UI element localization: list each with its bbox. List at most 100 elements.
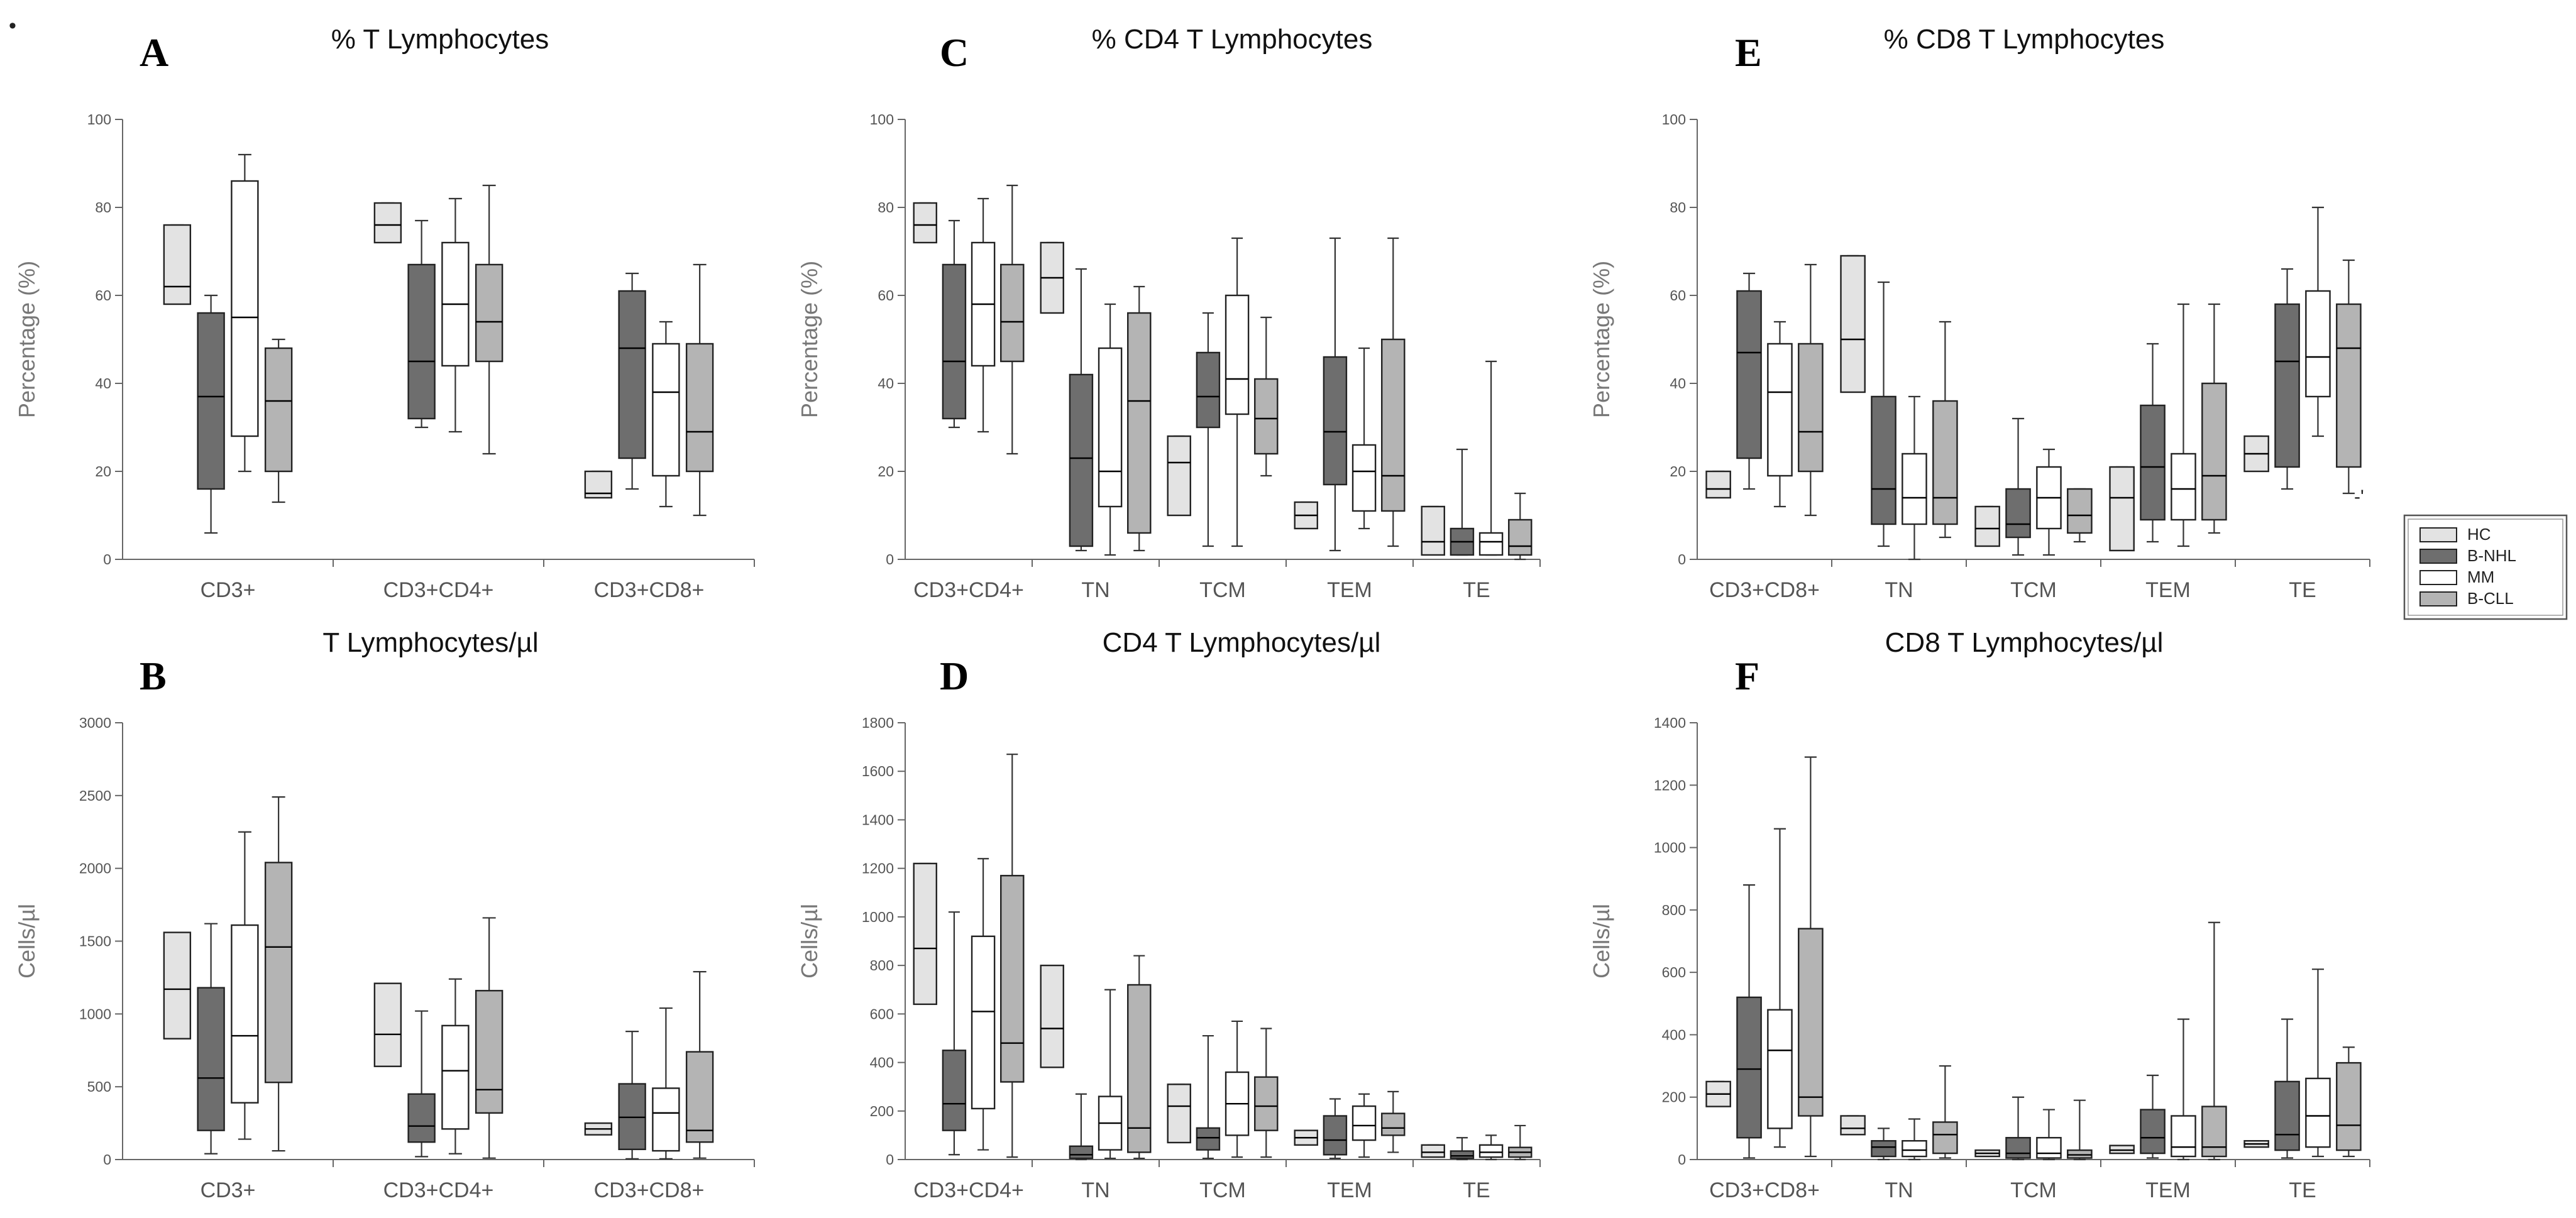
panel-d-box-b-nhl-cd3-cd4-iqr (942, 1050, 967, 1131)
panel-d-y-tick-label: 1000 (862, 909, 894, 925)
panel-c-box-b-cll-tn-iqr (1127, 312, 1152, 534)
panel-d-y-tick-label: 1200 (862, 860, 894, 877)
panel-b-box-mm-cd3-iqr (231, 924, 259, 1104)
panel-b-box-mm-cd3-cd8 (652, 1007, 680, 1160)
panel-b-y-tick-label: 1000 (79, 1006, 111, 1022)
panel-f-box-hc-cd3-cd8 (1705, 1080, 1731, 1107)
panel-e-box-hc-cd3-cd8 (1705, 470, 1731, 499)
panel-b-category-label: CD3+CD8+ (594, 1178, 705, 1202)
panel-a-box-b-cll-cd3-cd4-iqr (475, 263, 504, 363)
panel-d-box-b-cll-cd3-cd4-iqr (1000, 875, 1025, 1083)
panel-a-y-tick-label: 100 (87, 111, 111, 128)
panel-f-box-hc-tn (1840, 1115, 1866, 1136)
panel-a-box-hc-cd3-cd8 (584, 470, 613, 499)
panel-d-y-tick-label: 1400 (862, 811, 894, 828)
panel-d-box-b-nhl-cd3-cd4 (942, 911, 967, 1156)
panel-e-box-b-nhl-te (2274, 268, 2300, 490)
panel-e-box-b-nhl-te-iqr (2274, 303, 2300, 468)
panel-c-y-tick-label: 60 (878, 287, 894, 304)
panel-a-box-b-nhl-cd3-cd4-iqr (407, 263, 436, 420)
panel-c-y-tick-label: 0 (886, 551, 894, 568)
panel-f-box-mm-cd3-cd8 (1767, 828, 1793, 1148)
panel-d-box-b-nhl-tem-iqr (1323, 1115, 1348, 1156)
panel-a-box-mm-cd3-cd8 (652, 321, 680, 508)
panel-c-box-hc-tn (1040, 241, 1064, 314)
panel-e-box-hc-tcm-iqr (1974, 505, 2000, 547)
panel-f-box-mm-tcm-iqr (2036, 1137, 2062, 1159)
panel-c-box-hc-tcm (1167, 435, 1191, 517)
panel-d-category-label: TN (1081, 1178, 1109, 1202)
panel-a-box-b-nhl-cd3-cd4 (407, 219, 436, 429)
panel-d-box-b-nhl-te-iqr (1450, 1150, 1475, 1160)
panel-e-box-b-cll-tem-iqr (2201, 382, 2227, 521)
panel-c-box-b-nhl-tn-iqr (1069, 373, 1094, 547)
panel-a-box-mm-cd3-cd8-iqr (652, 343, 680, 477)
panel-d-box-b-nhl-tn-iqr (1069, 1145, 1094, 1160)
panel-f-box-b-cll-cd3-cd8-iqr (1798, 928, 1824, 1117)
panel-e-box-hc-tem-iqr (2109, 466, 2135, 552)
panel-e-y-tick-label: 60 (1670, 287, 1686, 304)
panel-d-box-mm-te (1478, 1134, 1504, 1161)
panel-e-y-tick-label: 40 (1670, 375, 1686, 392)
panel-b-title: T Lymphocytes/µl (322, 627, 538, 658)
panel-d-category-label: TEM (1327, 1178, 1372, 1202)
panel-d-category-label: TCM (1199, 1178, 1246, 1202)
panel-b-box-hc-cd3-cd4-iqr (373, 982, 402, 1067)
panel-f-box-b-nhl-tem (2140, 1074, 2166, 1159)
panel-a-box-b-cll-cd3-iqr (264, 347, 293, 473)
panel-b-box-mm-cd3 (231, 831, 259, 1140)
panel-a-y-tick-label: 0 (103, 551, 111, 568)
panel-e-category-label: TN (1885, 578, 1913, 602)
panel-f-y-tick-label: 1400 (1654, 715, 1686, 731)
panel-c-box-mm-te (1478, 360, 1504, 556)
panel-d-box-hc-tn (1040, 964, 1064, 1068)
panel-d-box-b-nhl-tn (1069, 1093, 1094, 1161)
panel-c-box-hc-te-iqr (1421, 505, 1445, 556)
legend-item-b-nhl: B-NHL (2419, 546, 2516, 565)
panel-d-y-tick-label: 800 (870, 957, 894, 974)
panel-d-box-mm-te-iqr (1478, 1144, 1504, 1158)
panel-b-box-mm-cd3-cd4 (441, 978, 470, 1155)
panel-f-box-hc-tcm (1974, 1149, 2000, 1158)
panel-e-box-b-cll-tem (2201, 303, 2227, 534)
panel-f-box-mm-tn (1902, 1118, 1927, 1161)
panel-a-box-b-nhl-cd3 (197, 294, 225, 534)
panel-f-box-hc-tem (2109, 1144, 2135, 1155)
panel-d-box-mm-cd3-cd4-iqr (971, 935, 996, 1110)
panel-d-box-b-cll-tcm (1254, 1028, 1279, 1158)
panel-f-box-b-cll-tem-iqr (2201, 1106, 2227, 1158)
panel-b-y-tick-label: 2500 (79, 787, 111, 804)
panel-f-box-b-nhl-tcm (2005, 1096, 2031, 1161)
panel-b-box-b-cll-cd3-iqr (264, 862, 293, 1084)
panel-a-box-b-nhl-cd3-cd8-iqr (618, 290, 646, 459)
panel-e-box-b-cll-tcm-iqr (2067, 488, 2093, 534)
panel-e-box-hc-tcm (1974, 505, 2000, 547)
panel-b-box-b-cll-cd3-cd4 (475, 917, 504, 1159)
panel-f-category-label: CD3+CD8+ (1709, 1178, 1820, 1202)
panel-d-box-mm-tn (1098, 989, 1123, 1160)
panel-b-box-mm-cd3-cd8-iqr (652, 1087, 680, 1152)
panel-f-y-tick-label: 1000 (1654, 840, 1686, 856)
panel-c-box-mm-tn (1098, 303, 1123, 556)
panel-a-box-mm-cd3-cd4 (441, 197, 470, 433)
panel-e-y-tick-label: 100 (1662, 111, 1686, 128)
panel-c-box-b-cll-cd3-cd4-iqr (1000, 263, 1025, 363)
panel-e-box-b-cll-te (2336, 259, 2362, 495)
panel-b-box-b-nhl-cd3 (197, 923, 225, 1155)
panel-c-letter: C (940, 30, 969, 75)
panel-c-box-b-cll-cd3-cd4 (1000, 184, 1025, 455)
panel-e-box-b-cll-te-iqr (2336, 303, 2362, 468)
panel-e-box-mm-tn-iqr (1902, 453, 1927, 525)
panel-c-box-mm-tcm-iqr (1225, 294, 1250, 415)
panel-c-box-b-cll-tem (1381, 237, 1406, 547)
panel-b-box-hc-cd3-cd4 (373, 982, 402, 1067)
panel-d-box-b-cll-tcm-iqr (1254, 1076, 1279, 1131)
panel-e-box-mm-te (2305, 206, 2331, 437)
panel-f-y-tick-label: 800 (1662, 902, 1686, 918)
panel-d-box-hc-tcm (1167, 1084, 1191, 1144)
panel-c-y-tick-label: 40 (878, 375, 894, 392)
panel-d-box-b-cll-tem-iqr (1381, 1112, 1406, 1136)
panel-b-letter: B (140, 654, 167, 698)
panel-c-box-b-nhl-cd3-cd4 (942, 219, 967, 429)
panel-c-category-label: CD3+CD4+ (913, 578, 1024, 602)
